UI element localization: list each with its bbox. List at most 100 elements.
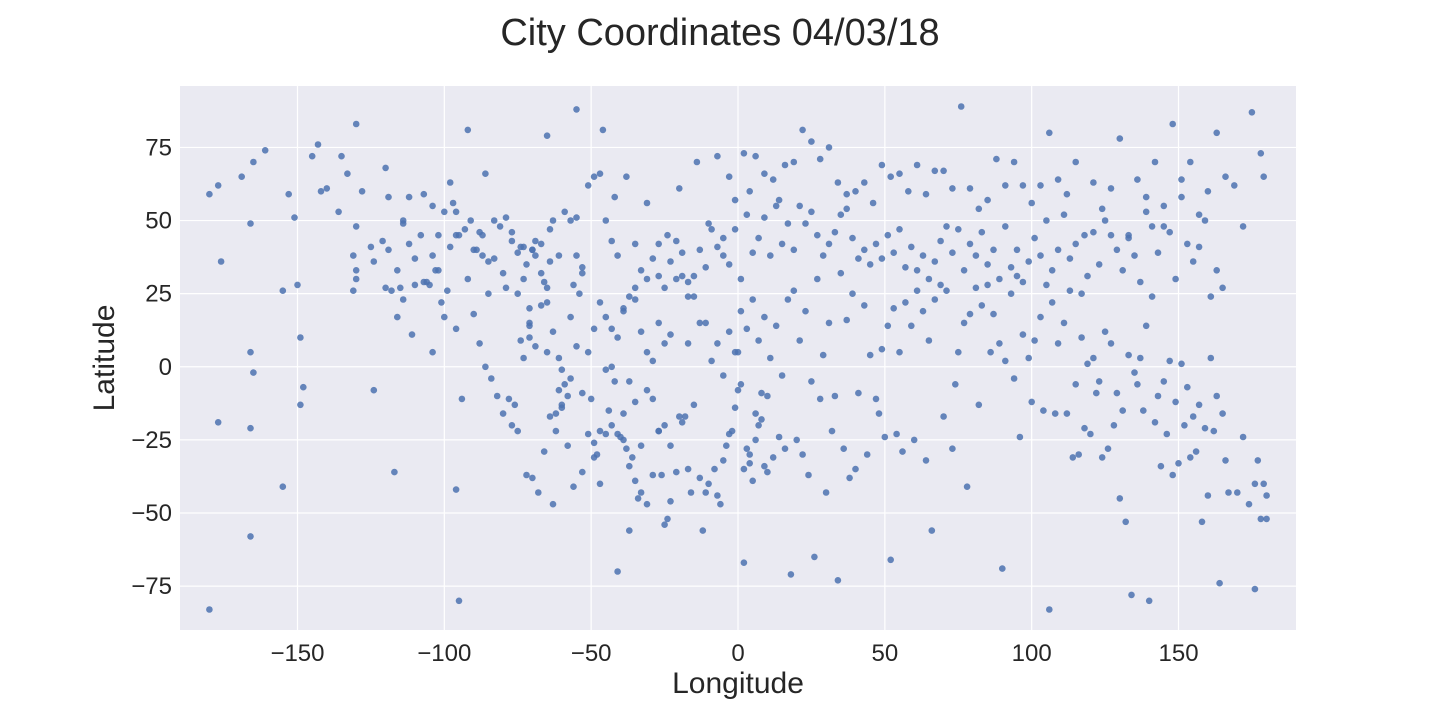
data-point <box>247 424 254 432</box>
data-point <box>470 310 478 318</box>
data-point <box>1172 398 1179 406</box>
data-point <box>708 226 715 233</box>
data-point <box>535 489 542 496</box>
data-point <box>1048 299 1056 306</box>
data-point <box>772 202 780 210</box>
data-point <box>1134 381 1141 388</box>
data-point <box>294 281 301 289</box>
data-point <box>728 427 736 435</box>
data-point <box>749 477 756 485</box>
data-point <box>966 310 974 318</box>
data-point <box>723 442 730 450</box>
data-point <box>1145 597 1153 605</box>
data-point <box>479 231 486 239</box>
data-point <box>1104 445 1112 453</box>
data-point <box>576 290 583 298</box>
data-point <box>1028 398 1035 406</box>
data-point <box>429 252 436 259</box>
data-point <box>943 223 950 230</box>
data-point <box>411 281 419 289</box>
data-point <box>1198 518 1206 526</box>
data-point <box>561 381 568 388</box>
data-point <box>696 319 704 327</box>
data-point <box>878 161 886 169</box>
data-point <box>546 413 554 420</box>
data-point <box>1131 252 1138 259</box>
data-point <box>350 252 357 259</box>
data-point <box>996 340 1003 347</box>
data-point <box>1163 430 1171 438</box>
data-point <box>631 296 639 303</box>
data-point <box>1131 369 1138 376</box>
data-point <box>808 378 815 385</box>
data-point <box>1257 515 1265 523</box>
data-point <box>740 465 748 473</box>
data-point <box>558 366 566 374</box>
data-point <box>643 348 651 356</box>
data-point <box>238 173 245 180</box>
data-point <box>526 334 533 341</box>
data-point <box>399 296 407 303</box>
data-point <box>584 430 592 438</box>
data-point <box>649 471 657 479</box>
data-point <box>1113 246 1121 254</box>
data-point <box>549 328 557 336</box>
data-point <box>1181 422 1188 429</box>
data-point <box>1142 193 1150 201</box>
y-tick-label: −25 <box>131 427 172 454</box>
data-point <box>608 325 615 333</box>
data-point <box>573 343 580 350</box>
data-point <box>720 234 727 242</box>
data-point <box>1254 457 1262 464</box>
data-point <box>720 372 727 379</box>
data-point <box>890 249 897 256</box>
data-point <box>940 413 947 420</box>
data-point <box>825 319 833 327</box>
data-point <box>1019 331 1027 338</box>
data-point <box>996 275 1003 283</box>
data-point <box>661 521 668 528</box>
data-point <box>808 208 815 216</box>
data-point <box>1207 354 1215 362</box>
data-point <box>819 351 827 359</box>
data-point <box>405 240 413 248</box>
data-point <box>960 319 968 327</box>
data-point <box>705 480 712 488</box>
data-point <box>493 392 501 400</box>
data-point <box>1169 120 1176 128</box>
data-point <box>540 448 548 455</box>
data-point <box>564 442 571 450</box>
data-point <box>752 152 759 160</box>
data-point <box>711 465 718 473</box>
data-point <box>1148 223 1156 230</box>
x-tick-label: 100 <box>1012 640 1052 667</box>
data-point <box>955 348 962 356</box>
data-point <box>394 313 401 321</box>
data-point <box>937 237 944 245</box>
data-point <box>1084 360 1091 368</box>
data-point <box>1125 234 1132 242</box>
data-point <box>975 205 983 213</box>
data-point <box>693 158 701 166</box>
data-point <box>523 261 530 268</box>
data-point <box>831 392 839 400</box>
data-point <box>661 284 668 292</box>
data-point <box>441 313 448 321</box>
data-point <box>684 465 692 473</box>
data-point <box>1166 357 1173 365</box>
data-point <box>896 170 903 177</box>
data-point <box>790 246 798 254</box>
x-axis-label: Longitude <box>672 667 804 700</box>
data-point <box>520 243 527 251</box>
data-point <box>746 460 753 467</box>
data-point <box>1157 462 1165 470</box>
data-point <box>949 445 956 453</box>
data-point <box>1160 378 1168 385</box>
data-point <box>1013 272 1021 280</box>
data-point <box>496 223 504 230</box>
data-point <box>620 436 627 444</box>
data-point <box>1160 223 1168 230</box>
data-point <box>908 322 915 330</box>
data-point <box>913 267 921 274</box>
data-point <box>1002 223 1009 230</box>
